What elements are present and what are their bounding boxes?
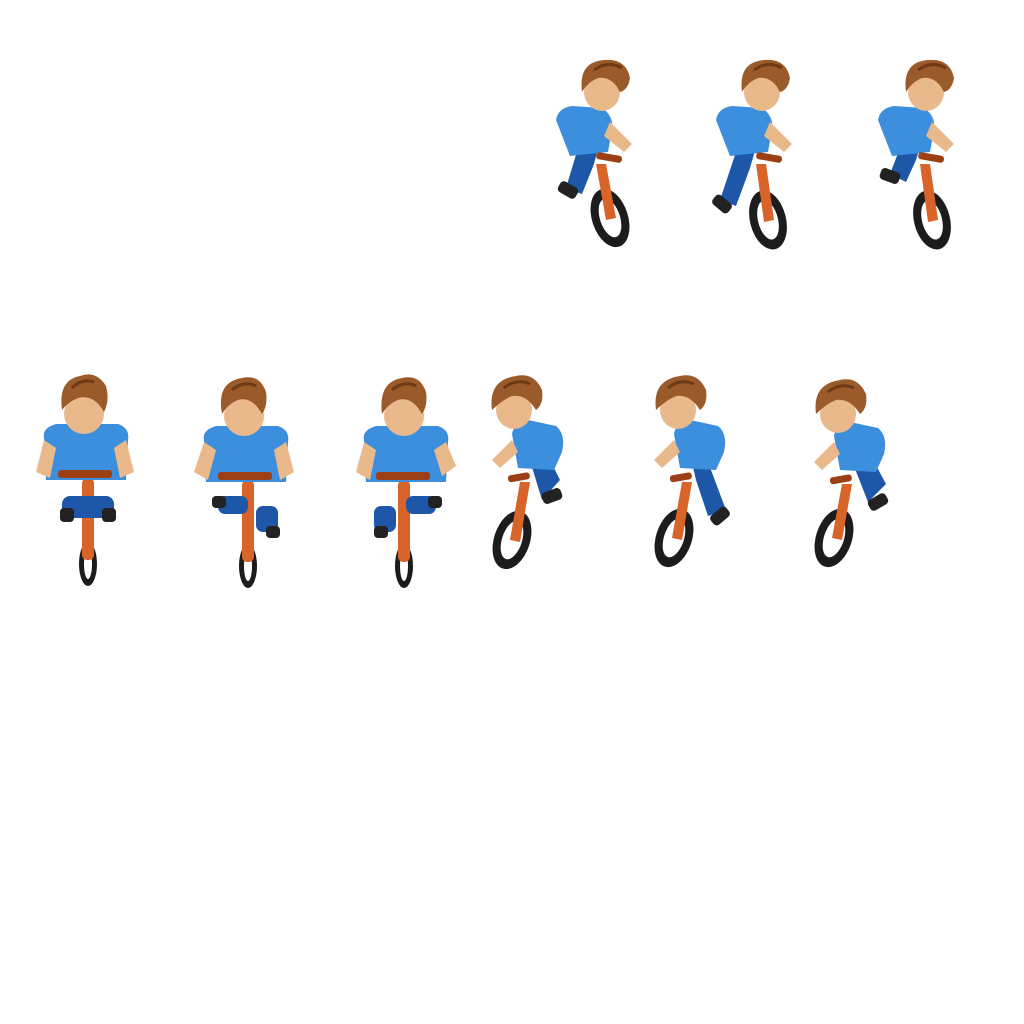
sprite-frame-front-1 <box>22 368 134 586</box>
sprite-frame-front-2 <box>182 370 294 588</box>
sprite-frame-front-left-3 <box>796 372 896 572</box>
sprite-frame-front-right-1 <box>540 56 640 256</box>
sprite-frame-front-left-1 <box>472 370 572 570</box>
sprite-frame-front-3 <box>346 370 456 588</box>
sprite-frame-front-right-2 <box>700 56 800 256</box>
sprite-frame-front-left-2 <box>634 370 734 570</box>
sprite-frame-front-right-3 <box>862 56 962 256</box>
